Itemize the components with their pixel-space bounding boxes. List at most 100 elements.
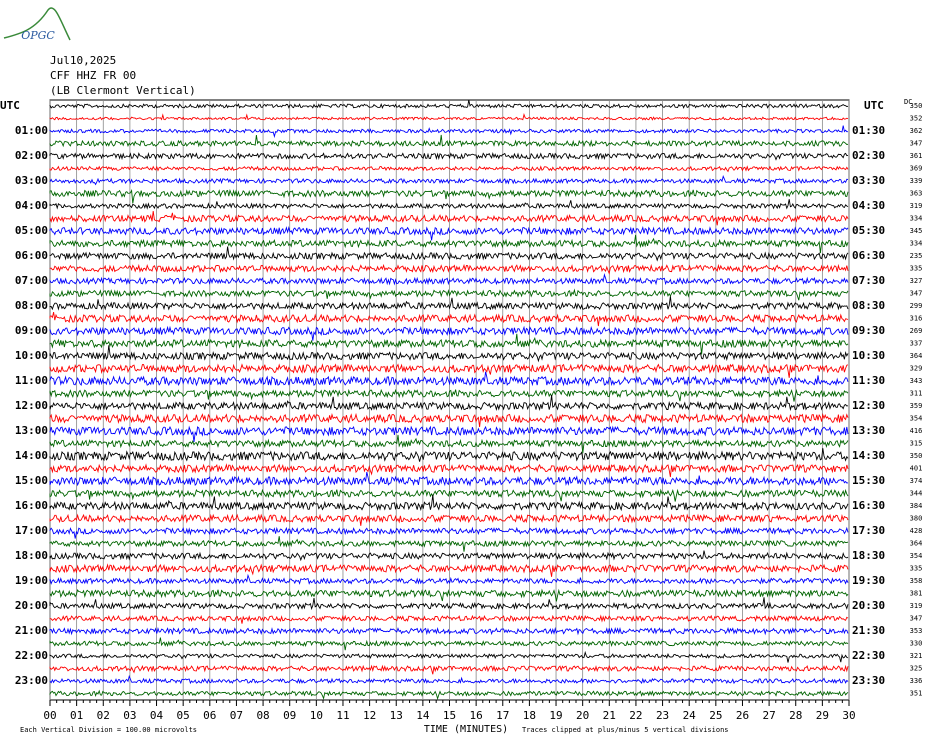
trace [49,165,849,173]
dc-value: 381 [910,590,923,598]
x-tick-label: 11 [336,709,349,722]
dc-value: 350 [910,102,923,110]
trace [49,614,849,624]
x-tick-label: 08 [256,709,269,722]
row-end-label: 06:30 [852,249,885,262]
row-end-label: 08:30 [852,299,885,312]
row-end-label: 09:30 [852,324,885,337]
dc-value: 343 [910,377,923,385]
dc-value: 364 [910,540,923,548]
dc-value: 321 [910,652,923,660]
trace [49,395,849,412]
title-line: (LB Clermont Vertical) [50,84,196,97]
row-start-label: 13:00 [15,424,48,437]
dc-value: 354 [910,552,923,560]
dc-value: 363 [910,190,923,198]
row-end-label: 01:30 [852,124,885,137]
logo-curve [3,7,71,41]
x-tick-label: 15 [443,709,456,722]
x-tick-label: 03 [123,709,136,722]
dc-value: 374 [910,477,923,485]
footnote: Traces clipped at plus/minus 5 vertical … [522,726,729,734]
row-end-label: 20:30 [852,599,885,612]
dc-value: 428 [910,527,923,535]
trace [49,273,849,286]
row-end-label: 12:30 [852,399,885,412]
row-end-label: 02:30 [852,149,885,162]
dc-value: 330 [910,640,923,648]
dc-value: 269 [910,327,923,335]
trace [49,151,849,161]
trace [49,246,849,262]
trace [49,345,849,363]
trace [49,689,849,701]
trace [49,388,849,402]
trace [49,425,849,443]
trace [49,526,849,539]
row-start-label: 11:00 [15,374,48,387]
x-tick-label: 02 [97,709,110,722]
row-start-label: 20:00 [15,599,48,612]
logo: OPGC [21,29,55,42]
dc-value: 337 [910,340,923,348]
x-tick-label: 24 [683,709,697,722]
dc-value: 311 [910,390,923,398]
row-start-label: 21:00 [15,624,48,637]
trace [49,488,849,502]
dc-value: 327 [910,277,923,285]
row-end-label: 18:30 [852,549,885,562]
row-end-label: 14:30 [852,449,885,462]
trace [49,333,849,355]
footnote: Each Vertical Division = 100.00 microvol… [20,726,197,734]
trace [49,210,849,226]
x-tick-label: 09 [283,709,296,722]
trace [49,99,849,109]
trace [49,588,849,602]
x-tick-label: 20 [576,709,589,722]
row-start-label: 03:00 [15,174,48,187]
row-end-label: 07:30 [852,274,885,287]
trace [49,296,849,311]
trace [49,288,849,301]
dc-value: 334 [910,215,923,223]
dc-value: 299 [910,302,923,310]
trace [49,597,849,611]
x-tick-label: 22 [629,709,642,722]
row-start-label: 04:00 [15,199,48,212]
row-end-label: 10:30 [852,349,885,362]
row-end-label: 19:30 [852,574,885,587]
trace [49,434,849,454]
trace [49,494,849,512]
row-end-label: 03:30 [852,174,885,187]
trace [49,175,849,186]
x-tick-label: 29 [816,709,829,722]
trace [49,626,849,636]
trace [49,550,849,562]
row-end-label: 05:30 [852,224,885,237]
dc-value: 352 [910,115,923,123]
row-end-label: 22:30 [852,649,885,662]
trace [49,125,848,139]
row-start-label: 23:00 [15,674,48,687]
row-start-label: 17:00 [15,524,48,537]
trace [49,234,849,254]
dc-value: 416 [910,427,923,435]
x-tick-label: 23 [656,709,669,722]
dc-value: 353 [910,627,923,635]
dc-value: 351 [910,690,923,698]
row-start-label: 16:00 [15,499,48,512]
trace [49,134,849,148]
title-line: CFF HHZ FR 00 [50,69,136,82]
dc-value: 335 [910,265,923,273]
trace [49,563,849,577]
row-start-label: 18:00 [15,549,48,562]
dc-value: 319 [910,202,923,210]
dc-value: 359 [910,402,923,410]
dc-value: 347 [910,615,923,623]
x-tick-label: 10 [310,709,323,722]
x-tick-label: 28 [789,709,802,722]
x-tick-label: 01 [70,709,83,722]
dc-value: 345 [910,227,923,235]
dc-value: 369 [910,165,923,173]
trace [49,513,849,526]
